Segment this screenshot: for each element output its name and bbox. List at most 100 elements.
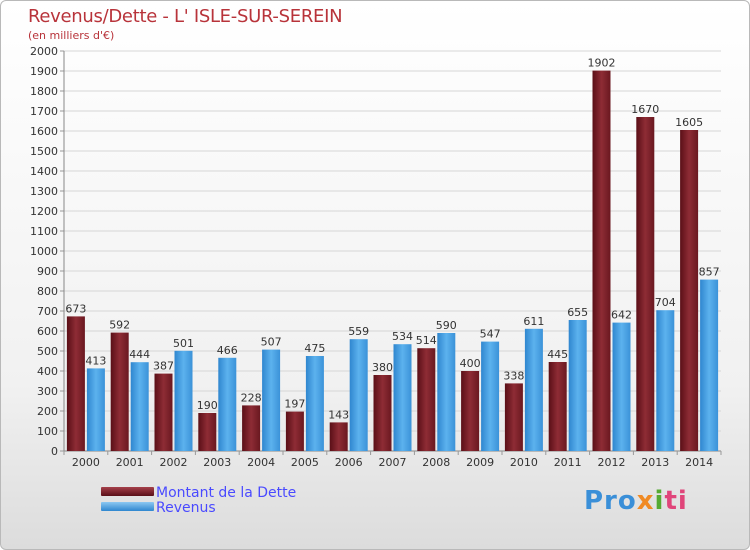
y-tick-label: 2000 bbox=[30, 45, 58, 58]
bar-dette bbox=[242, 405, 261, 451]
value-label-dette: 380 bbox=[372, 361, 393, 374]
value-label-dette: 190 bbox=[197, 399, 218, 412]
value-label-revenus: 611 bbox=[523, 315, 544, 328]
value-label-revenus: 444 bbox=[129, 348, 150, 361]
value-label-dette: 1670 bbox=[631, 103, 659, 116]
bar-dette bbox=[548, 362, 567, 451]
y-tick-label: 1200 bbox=[30, 205, 58, 218]
y-tick-label: 1800 bbox=[30, 85, 58, 98]
y-tick-label: 1600 bbox=[30, 125, 58, 138]
bar-dette bbox=[198, 413, 217, 451]
bar-dette bbox=[66, 316, 85, 451]
value-label-dette: 445 bbox=[547, 348, 568, 361]
proxiti-logo: Proxiti bbox=[584, 486, 688, 516]
legend-label-dette: Montant de la Dette bbox=[156, 485, 297, 501]
y-tick-label: 400 bbox=[37, 365, 58, 378]
value-label-revenus: 704 bbox=[655, 296, 676, 309]
y-tick-label: 700 bbox=[37, 305, 58, 318]
y-tick-label: 0 bbox=[51, 445, 58, 458]
y-tick-label: 100 bbox=[37, 425, 58, 438]
bar-revenus bbox=[656, 310, 675, 451]
bar-revenus bbox=[700, 279, 719, 451]
value-label-dette: 592 bbox=[109, 319, 130, 332]
bar-dette bbox=[636, 117, 655, 451]
bar-dette bbox=[373, 375, 392, 451]
y-tick-label: 1100 bbox=[30, 225, 58, 238]
value-label-revenus: 466 bbox=[217, 344, 238, 357]
bar-dette bbox=[417, 348, 436, 451]
value-label-dette: 143 bbox=[328, 408, 349, 421]
value-label-dette: 1605 bbox=[675, 116, 703, 129]
value-label-revenus: 534 bbox=[392, 330, 413, 343]
x-tick-label: 2013 bbox=[641, 456, 669, 469]
value-label-dette: 197 bbox=[284, 398, 305, 411]
bar-revenus bbox=[524, 328, 543, 451]
y-tick-label: 600 bbox=[37, 325, 58, 338]
bar-dette bbox=[592, 70, 611, 451]
y-tick-label: 1700 bbox=[30, 105, 58, 118]
bar-revenus bbox=[437, 333, 456, 451]
value-label-dette: 1902 bbox=[588, 57, 616, 70]
bar-revenus bbox=[393, 344, 412, 451]
y-tick-label: 1300 bbox=[30, 185, 58, 198]
bar-dette bbox=[504, 383, 523, 451]
legend-swatch-revenus bbox=[101, 502, 154, 511]
bar-revenus bbox=[262, 349, 281, 451]
x-tick-label: 2000 bbox=[72, 456, 100, 469]
y-tick-label: 1000 bbox=[30, 245, 58, 258]
value-label-revenus: 655 bbox=[567, 306, 588, 319]
bar-revenus bbox=[130, 362, 149, 451]
x-tick-label: 2002 bbox=[160, 456, 188, 469]
bar-revenus bbox=[218, 357, 237, 451]
y-tick-label: 1500 bbox=[30, 145, 58, 158]
bar-dette bbox=[285, 411, 304, 451]
y-tick-label: 300 bbox=[37, 385, 58, 398]
value-label-dette: 400 bbox=[460, 357, 481, 370]
x-tick-label: 2008 bbox=[422, 456, 450, 469]
x-tick-label: 2012 bbox=[598, 456, 626, 469]
chart-subtitle: (en milliers d'€) bbox=[28, 29, 115, 42]
x-tick-label: 2004 bbox=[247, 456, 275, 469]
y-tick-label: 500 bbox=[37, 345, 58, 358]
value-label-revenus: 642 bbox=[611, 309, 632, 322]
bar-dette bbox=[329, 422, 348, 451]
value-label-revenus: 857 bbox=[699, 266, 720, 279]
chart-title: Revenus/Dette - L' ISLE-SUR-SEREIN bbox=[28, 6, 343, 27]
value-label-dette: 387 bbox=[153, 360, 174, 373]
bar-revenus bbox=[481, 341, 500, 451]
bar-revenus bbox=[174, 350, 193, 451]
bar-dette bbox=[110, 332, 129, 451]
legend-label-revenus: Revenus bbox=[156, 500, 216, 516]
value-label-dette: 514 bbox=[416, 334, 437, 347]
y-tick-label: 200 bbox=[37, 405, 58, 418]
value-label-dette: 673 bbox=[65, 302, 86, 315]
bar-dette bbox=[680, 130, 699, 451]
x-tick-label: 2007 bbox=[379, 456, 407, 469]
bar-revenus bbox=[349, 339, 368, 451]
y-tick-label: 800 bbox=[37, 285, 58, 298]
value-label-revenus: 559 bbox=[348, 325, 369, 338]
x-tick-label: 2014 bbox=[685, 456, 713, 469]
x-tick-label: 2003 bbox=[203, 456, 231, 469]
bar-dette bbox=[154, 373, 173, 451]
value-label-dette: 338 bbox=[503, 369, 524, 382]
value-label-revenus: 475 bbox=[304, 342, 325, 355]
x-tick-label: 2001 bbox=[116, 456, 144, 469]
value-label-revenus: 501 bbox=[173, 337, 194, 350]
value-label-revenus: 507 bbox=[261, 336, 282, 349]
y-tick-label: 1900 bbox=[30, 65, 58, 78]
value-label-revenus: 590 bbox=[436, 319, 457, 332]
bar-revenus bbox=[305, 356, 324, 451]
y-tick-label: 900 bbox=[37, 265, 58, 278]
bar-dette bbox=[461, 371, 480, 451]
bar-revenus bbox=[568, 320, 587, 451]
x-tick-label: 2006 bbox=[335, 456, 363, 469]
legend-swatch-dette bbox=[101, 487, 154, 496]
value-label-dette: 228 bbox=[241, 391, 262, 404]
x-tick-label: 2010 bbox=[510, 456, 538, 469]
bar-revenus bbox=[612, 322, 631, 451]
value-label-revenus: 547 bbox=[480, 328, 501, 341]
bar-revenus bbox=[86, 368, 105, 451]
